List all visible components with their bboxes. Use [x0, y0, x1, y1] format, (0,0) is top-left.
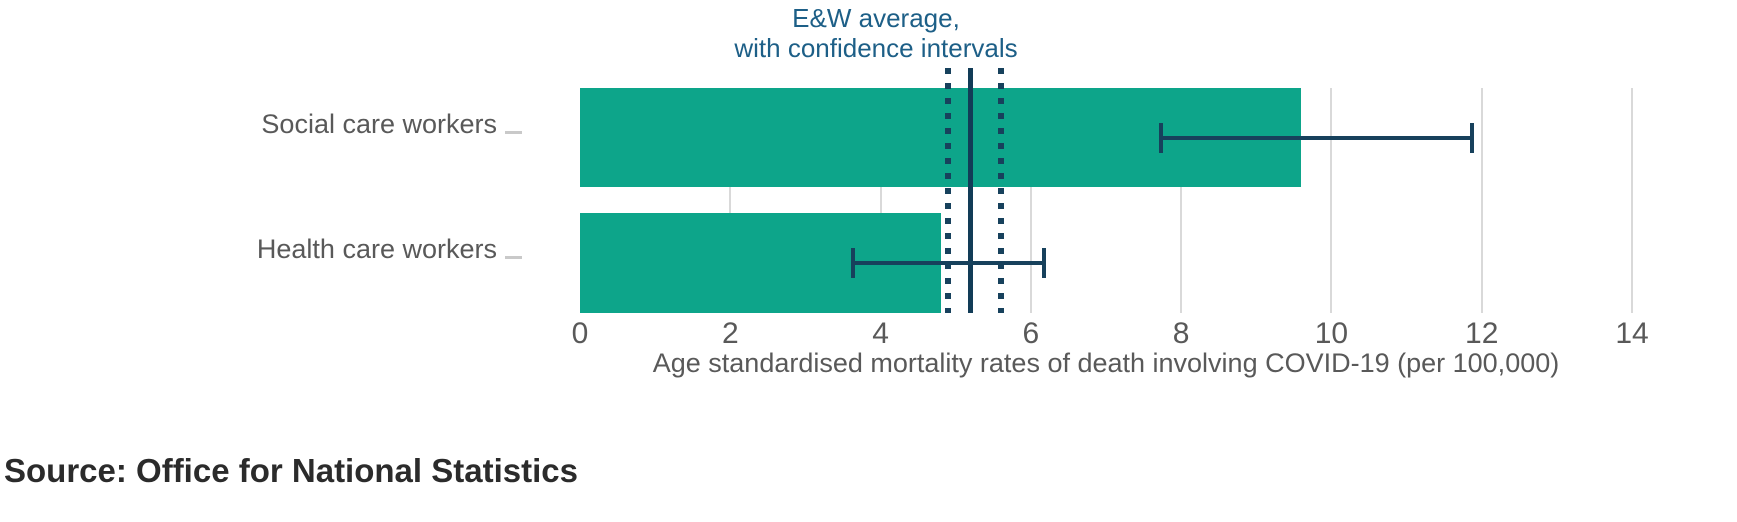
x-tick-label-6: 6: [1022, 317, 1040, 350]
annotation-line-1: E&W average,: [792, 3, 960, 33]
error-bar-health-care-workers: [850, 248, 1046, 278]
category-row-1: Social care workers: [0, 103, 522, 141]
annotation-line-2: with confidence intervals: [734, 33, 1018, 63]
source-note: Source: Office for National Statistics: [4, 452, 578, 489]
gridline-14: [1631, 88, 1633, 313]
category-label: Health care workers: [256, 234, 497, 264]
gridline-2: [729, 88, 732, 313]
average-ci-line-upper: [997, 68, 1004, 313]
category-label: Social care workers: [261, 108, 497, 139]
gridline-10: [1330, 88, 1333, 313]
x-tick-label-8: 8: [1172, 317, 1190, 350]
x-tick-label-14: 14: [1615, 317, 1649, 350]
gridline-6: [1029, 88, 1032, 313]
category-row-2: Health care workers: [0, 228, 522, 266]
gridline-4: [879, 88, 882, 313]
error-bar-cap: [1158, 122, 1163, 153]
average-ci-line-lower: [945, 68, 952, 313]
x-tick-label-0: 0: [571, 317, 589, 350]
reference-line-annotation: E&W average, with confidence intervals: [734, 3, 1017, 63]
category-tick: [505, 256, 522, 259]
error-bar-cap: [1470, 122, 1475, 153]
gridline-12: [1480, 88, 1483, 313]
x-tick-label-10: 10: [1314, 317, 1349, 350]
error-bar-line: [850, 261, 1046, 265]
x-tick-label-12: 12: [1465, 317, 1499, 350]
error-bar-cap: [850, 248, 855, 278]
error-bar-cap: [1041, 248, 1046, 278]
average-line: [968, 68, 974, 313]
x-tick-label-4: 4: [872, 317, 889, 350]
category-tick: [505, 130, 522, 134]
x-tick-label-2: 2: [721, 317, 739, 350]
x-axis-label: Age standardised mortality rates of deat…: [652, 348, 1560, 378]
error-bar-line: [1158, 135, 1475, 140]
error-bar-social-care-workers: [1158, 122, 1475, 153]
gridline-8: [1180, 88, 1183, 313]
